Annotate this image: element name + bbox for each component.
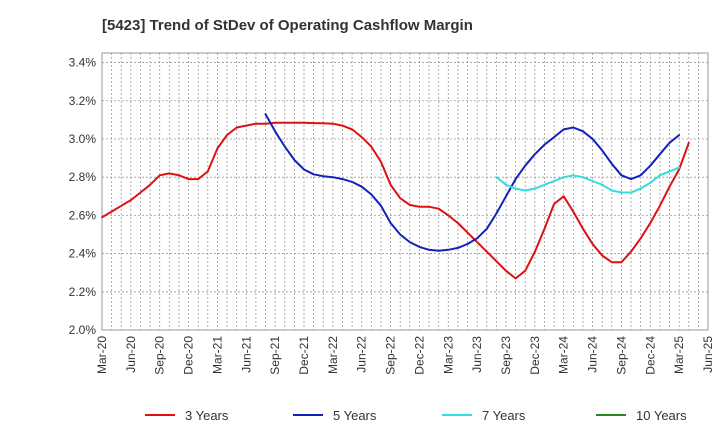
- x-tick-label: Dec-22: [412, 336, 426, 375]
- y-tick-label: 2.6%: [69, 208, 97, 222]
- legend-label: 3 Years: [185, 408, 229, 423]
- y-tick-label: 3.0%: [69, 132, 97, 146]
- legend-item-3-years: 3 Years: [145, 408, 229, 423]
- y-axis-tick-labels: 2.0% 2.2% 2.4% 2.6% 2.8% 3.0% 3.2% 3.4%: [69, 56, 97, 337]
- x-tick-label: Dec-21: [297, 336, 311, 375]
- legend-label: 5 Years: [333, 408, 377, 423]
- x-tick-label: Mar-23: [441, 336, 455, 374]
- x-tick-label: Dec-20: [182, 336, 196, 375]
- series-line-7-years: [495, 166, 681, 194]
- legend-item-5-years: 5 Years: [293, 408, 377, 423]
- x-tick-label: Mar-20: [95, 336, 109, 374]
- series-lines: [101, 113, 690, 280]
- x-tick-label: Jun-21: [239, 336, 253, 373]
- x-tick-label: Mar-25: [672, 336, 686, 374]
- x-tick-label: Mar-21: [210, 336, 224, 374]
- legend-item-10-years: 10 Years: [596, 408, 687, 423]
- series-line-5-years: [264, 113, 681, 252]
- legend-label: 10 Years: [636, 408, 687, 423]
- x-tick-label: Jun-25: [701, 336, 715, 373]
- series-line-3-years: [101, 121, 690, 280]
- x-axis-tick-labels: Mar-20 Jun-20 Sep-20 Dec-20 Mar-21 Jun-21 Sep-…: [95, 336, 715, 375]
- legend-item-7-years: 7 Years: [442, 408, 526, 423]
- plot-area: [101, 52, 709, 331]
- legend: 3 Years 5 Years 7 Years 10 Years: [145, 408, 687, 423]
- x-tick-label: Mar-24: [557, 336, 571, 374]
- x-tick-label: Sep-22: [384, 336, 398, 375]
- x-tick-label: Jun-22: [355, 336, 369, 373]
- y-tick-label: 2.2%: [69, 285, 97, 299]
- x-tick-label: Sep-20: [153, 336, 167, 375]
- y-tick-label: 3.4%: [69, 56, 97, 70]
- x-tick-label: Jun-20: [124, 336, 138, 373]
- x-tick-label: Dec-23: [528, 336, 542, 375]
- legend-label: 7 Years: [482, 408, 526, 423]
- x-tick-label: Sep-24: [614, 336, 628, 375]
- x-tick-label: Sep-21: [268, 336, 282, 375]
- x-tick-label: Jun-23: [470, 336, 484, 373]
- y-tick-label: 2.8%: [69, 170, 97, 184]
- y-tick-label: 2.0%: [69, 323, 97, 337]
- x-tick-label: Dec-24: [643, 336, 657, 375]
- x-tick-label: Jun-24: [586, 336, 600, 373]
- x-tick-label: Mar-22: [326, 336, 340, 374]
- y-tick-label: 3.2%: [69, 94, 97, 108]
- grid-lines: [101, 53, 709, 331]
- chart-title: [5423] Trend of StDev of Operating Cashf…: [102, 17, 473, 34]
- y-tick-label: 2.4%: [69, 247, 97, 261]
- x-tick-label: Sep-23: [499, 336, 513, 375]
- plot-frame: [101, 52, 709, 331]
